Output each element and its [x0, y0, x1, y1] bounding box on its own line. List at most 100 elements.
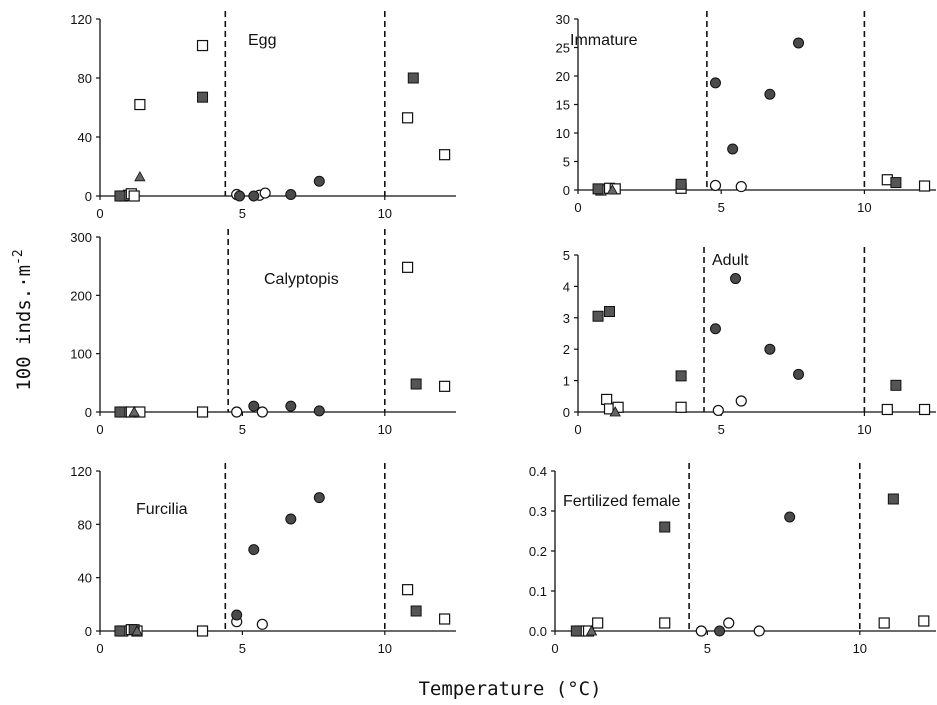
point-open-square: [401, 112, 414, 124]
y-axis-title-superscript: -2: [11, 249, 26, 265]
point-open-square: [659, 617, 671, 629]
point-filled-circle: [248, 544, 260, 556]
point-filled-square: [890, 379, 902, 391]
point-open-circle: [259, 187, 271, 199]
y-tick-label: 80: [78, 517, 92, 532]
point-filled-square: [604, 306, 616, 318]
point-open-square: [439, 380, 451, 392]
y-axis-title: 100 inds.·m-2: [11, 249, 35, 391]
point-open-square: [401, 584, 414, 596]
point-filled-circle: [234, 190, 246, 202]
y-tick-label: 0.0: [529, 624, 547, 639]
point-open-square: [918, 403, 931, 416]
y-tick-label: 120: [70, 12, 92, 27]
panel-5: 0 40 80 120 0 5 10 Furcilia: [70, 463, 456, 656]
point-open-circle: [712, 404, 724, 417]
y-tick-label: 0.1: [529, 584, 547, 599]
y-tick-label: 15: [556, 98, 570, 113]
y-tick-label: 5: [563, 248, 570, 263]
y-tick-label: 80: [78, 71, 92, 86]
point-open-circle: [709, 179, 722, 192]
point-open-square: [675, 401, 687, 413]
point-filled-square: [114, 406, 126, 418]
point-filled-circle: [285, 400, 297, 412]
x-tick-label: 0: [551, 641, 558, 656]
y-tick-label: 10: [556, 126, 570, 141]
point-filled-triangle: [606, 184, 619, 195]
y-tick-label: 0.2: [529, 544, 547, 559]
point-filled-square: [570, 625, 582, 637]
panel-3: 0 100 200 300 0 5 10 Calyptopis: [70, 229, 456, 437]
point-filled-circle: [285, 513, 297, 525]
point-filled-circle: [764, 88, 776, 100]
y-tick-label: 0: [563, 405, 570, 420]
y-tick-label: 40: [78, 571, 92, 586]
point-filled-circle: [248, 400, 260, 412]
point-filled-circle: [709, 323, 721, 335]
point-filled-triangle: [131, 625, 143, 636]
x-tick-label: 10: [378, 641, 392, 656]
point-open-square: [601, 393, 613, 406]
point-open-square: [918, 180, 931, 192]
x-tick-label: 5: [718, 422, 725, 437]
point-filled-square: [114, 190, 126, 202]
y-tick-label: 30: [556, 12, 570, 27]
point-filled-circle: [727, 143, 739, 155]
y-tick-label: 40: [78, 130, 92, 145]
point-open-circle: [735, 180, 747, 193]
y-tick-label: 0: [563, 183, 570, 198]
point-filled-triangle: [585, 625, 598, 636]
x-tick-label: 5: [239, 641, 246, 656]
panel-title: Immature: [570, 32, 638, 49]
point-filled-triangle: [128, 406, 140, 417]
point-open-circle: [735, 395, 747, 407]
panel-2: 0 5 10 15 20 25 30 0 5 10 Immature: [556, 11, 936, 215]
point-open-square: [196, 406, 209, 418]
y-tick-label: 20: [556, 69, 570, 84]
panel-6: 0.0 0.1 0.2 0.3 0.4 0 5 10 Fertilized female: [529, 463, 936, 656]
y-tick-label: 100: [70, 347, 92, 362]
point-filled-circle: [313, 492, 325, 504]
point-filled-square: [592, 310, 604, 322]
panel-title: Egg: [248, 32, 276, 49]
point-filled-square: [197, 91, 209, 103]
point-filled-circle: [313, 405, 325, 417]
y-tick-label: 300: [70, 230, 92, 245]
x-tick-label: 5: [718, 200, 725, 215]
point-open-square: [881, 403, 893, 416]
x-tick-label: 5: [239, 206, 246, 221]
point-open-square: [592, 617, 604, 629]
x-tick-label: 0: [96, 422, 103, 437]
point-filled-square: [410, 605, 422, 617]
y-tick-label: 2: [563, 342, 570, 357]
x-tick-label: 10: [378, 206, 392, 221]
point-open-square: [878, 617, 890, 629]
point-open-circle: [723, 617, 735, 629]
panel-1: 0 40 80 120 0 5 10 Egg: [70, 11, 456, 221]
point-filled-square: [410, 378, 422, 390]
point-open-circle: [256, 406, 268, 418]
x-tick-label: 0: [574, 200, 581, 215]
point-filled-circle: [730, 273, 742, 285]
point-filled-square: [659, 521, 671, 533]
y-tick-label: 1: [563, 374, 570, 389]
point-filled-circle: [313, 175, 325, 187]
point-filled-circle: [764, 343, 776, 355]
x-tick-label: 0: [96, 206, 103, 221]
point-open-circle: [231, 406, 243, 418]
y-tick-label: 0: [85, 189, 92, 204]
point-open-circle: [753, 625, 765, 637]
y-tick-label: 0: [85, 405, 92, 420]
panel-title: Fertilized female: [563, 493, 680, 510]
point-open-square: [196, 625, 209, 637]
point-filled-circle: [248, 190, 260, 202]
point-filled-square: [592, 183, 604, 195]
point-filled-square: [675, 370, 687, 382]
point-open-square: [439, 613, 451, 625]
x-tick-label: 0: [574, 422, 581, 437]
panel-4: 0 1 2 3 4 5 0 5 10 Adult: [563, 247, 936, 437]
x-tick-label: 5: [239, 422, 246, 437]
panel-title: Furcilia: [136, 501, 188, 518]
x-tick-label: 5: [704, 641, 711, 656]
point-filled-square: [675, 178, 687, 190]
